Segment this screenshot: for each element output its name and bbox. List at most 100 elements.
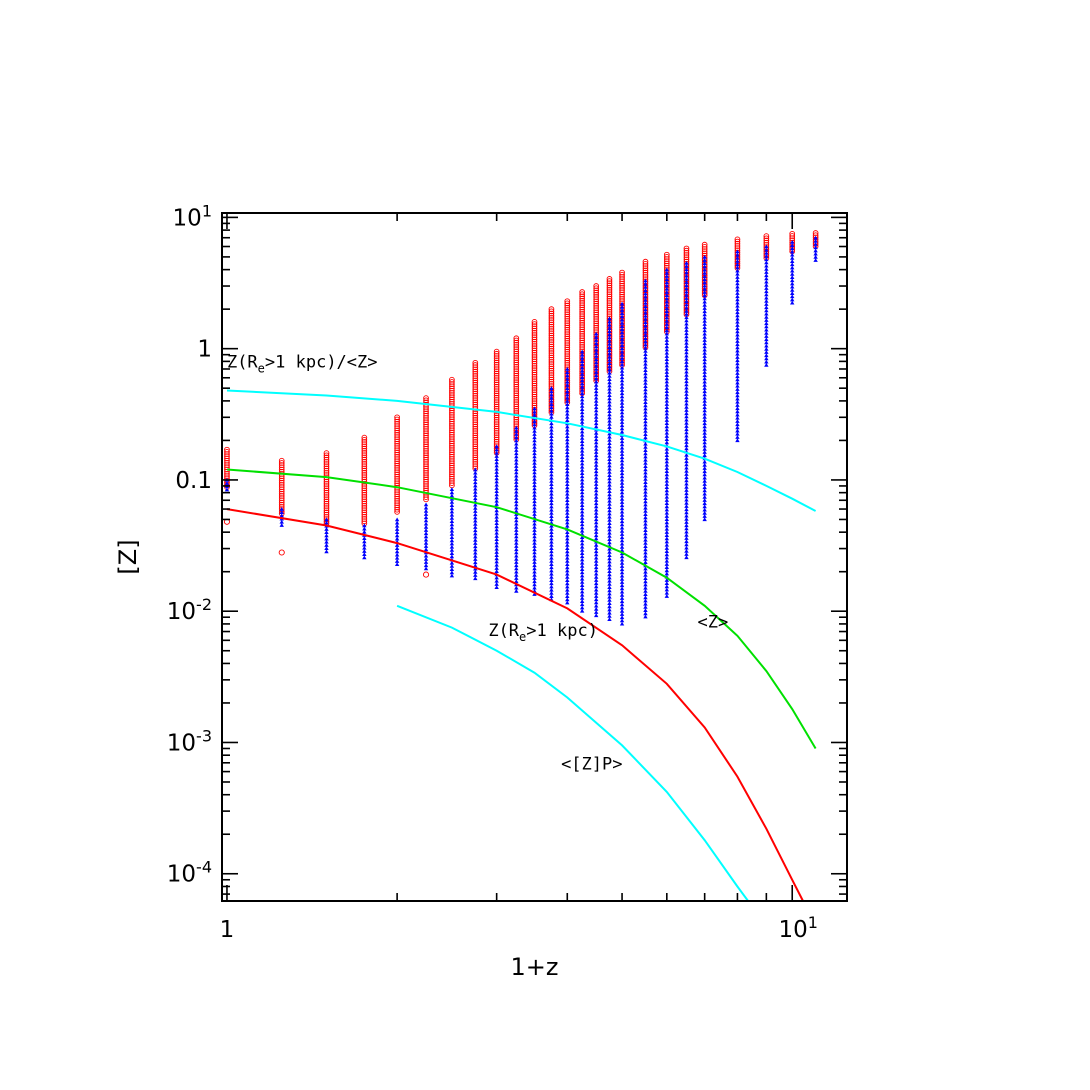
blue-triangle-marker [702, 283, 707, 288]
blue-triangle-marker [643, 588, 648, 593]
blue-triangle-marker [494, 537, 499, 542]
blue-triangle-marker [514, 499, 519, 504]
blue-triangle-marker [514, 451, 519, 456]
blue-triangle-marker [579, 579, 585, 584]
blue-triangle-marker [702, 514, 707, 518]
blue-triangle-marker [449, 573, 455, 578]
blue-triangle-marker [494, 466, 499, 471]
blue-triangle-marker [643, 444, 648, 449]
blue-triangle-marker [549, 571, 554, 576]
blue-triangle-marker [702, 491, 707, 496]
blue-triangle-marker [394, 520, 400, 525]
blue-triangle-marker [684, 507, 689, 512]
blue-triangle-marker [607, 482, 612, 487]
blue-triangle-marker [593, 338, 599, 342]
blue-triangle-marker [565, 469, 570, 474]
blue-triangle-marker [643, 403, 648, 408]
blue-triangle-marker [664, 293, 670, 298]
blue-triangle-marker [664, 478, 670, 483]
blue-triangle-marker [565, 456, 570, 461]
blue-triangle-marker [565, 494, 570, 499]
blue-triangle-marker [362, 542, 367, 547]
blue-triangle-marker [664, 459, 670, 464]
blue-triangle-marker [643, 380, 648, 385]
blue-triangle-marker [473, 547, 478, 552]
blue-triangle-marker [664, 587, 670, 592]
blue-triangle-marker [684, 523, 689, 528]
blue-triangle-marker [579, 352, 585, 357]
blue-triangle-marker [735, 294, 740, 299]
blue-triangle-marker [619, 592, 625, 597]
blue-triangle-marker [579, 595, 585, 600]
blue-triangle-marker [619, 503, 625, 508]
blue-triangle-marker [643, 457, 648, 462]
blue-triangle-marker [735, 342, 740, 347]
blue-triangle-marker [643, 566, 648, 571]
blue-triangle-marker [643, 326, 648, 331]
blue-triangle-marker [664, 309, 670, 314]
blue-triangle-marker [619, 544, 625, 549]
blue-triangle-marker [579, 576, 585, 581]
red-circle-marker [423, 496, 429, 503]
blue-triangle-marker [684, 436, 689, 441]
blue-triangle-marker [607, 476, 612, 481]
blue-triangle-marker [664, 373, 670, 378]
blue-triangle-marker [702, 466, 707, 470]
blue-triangle-marker [664, 494, 670, 499]
blue-triangle-marker [619, 381, 625, 386]
blue-triangle-marker [735, 303, 740, 308]
blue-triangle-marker [449, 563, 455, 568]
blue-triangle-marker [565, 472, 570, 477]
blue-triangle-marker [607, 386, 612, 391]
blue-triangle-marker [643, 448, 648, 452]
blue-triangle-marker [449, 487, 455, 491]
blue-triangle-marker [702, 293, 707, 298]
blue-triangle-marker [643, 316, 648, 321]
blue-triangle-marker [579, 368, 585, 373]
blue-triangle-marker [394, 546, 400, 551]
blue-triangle-marker [664, 325, 670, 330]
blue-triangle-marker [593, 533, 599, 538]
blue-triangle-marker [664, 568, 670, 573]
blue-triangle-marker [549, 411, 554, 416]
blue-triangle-marker [643, 470, 648, 475]
blue-triangle-marker [494, 502, 499, 506]
blue-triangle-marker [664, 485, 670, 490]
blue-triangle-marker [607, 351, 612, 356]
blue-triangle-marker [549, 462, 554, 467]
blue-triangle-marker [643, 422, 648, 427]
blue-triangle-marker [684, 545, 689, 550]
blue-triangle-marker [532, 470, 537, 475]
blue-triangle-marker [764, 350, 769, 354]
blue-triangle-marker [549, 507, 554, 512]
blue-triangle-marker [579, 365, 585, 370]
blue-triangle-marker [664, 558, 670, 563]
blue-triangle-marker [764, 263, 769, 268]
blue-triangle-marker [565, 584, 570, 589]
blue-triangle-marker [532, 496, 537, 500]
blue-triangle-marker [579, 461, 585, 466]
blue-triangle-marker [764, 247, 769, 252]
blue-triangle-marker [549, 488, 554, 493]
blue-triangle-marker [664, 469, 670, 474]
blue-triangle-marker [565, 373, 570, 378]
blue-triangle-marker [607, 402, 612, 407]
blue-triangle-marker [532, 473, 537, 478]
blue-triangle-marker [643, 304, 648, 308]
blue-triangle-marker [643, 467, 648, 472]
blue-triangle-marker [532, 505, 537, 510]
blue-triangle-marker [549, 456, 554, 461]
blue-triangle-marker [565, 395, 570, 400]
blue-triangle-marker [362, 555, 367, 560]
blue-triangle-marker [664, 386, 670, 390]
blue-triangle-marker [593, 552, 599, 557]
blue-triangle-marker [619, 532, 625, 536]
blue-triangle-marker [593, 386, 599, 390]
blue-triangle-marker [394, 549, 400, 554]
blue-triangle-marker [684, 283, 689, 288]
blue-triangle-marker [473, 467, 478, 472]
blue-triangle-marker [362, 539, 367, 544]
blue-triangle-marker [664, 456, 670, 461]
blue-triangle-marker [532, 435, 537, 440]
blue-triangle-marker [619, 477, 625, 482]
